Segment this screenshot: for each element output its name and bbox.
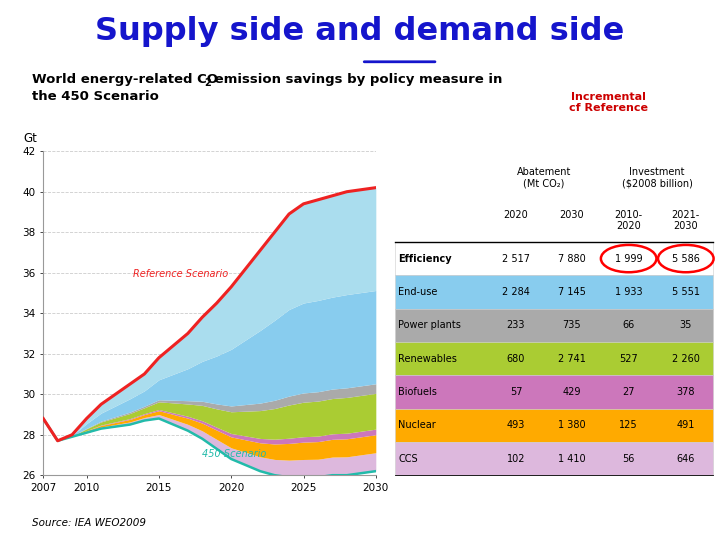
FancyBboxPatch shape: [395, 342, 713, 375]
Text: End-use: End-use: [398, 287, 438, 297]
Text: 125: 125: [619, 420, 638, 430]
Text: Power plants: Power plants: [398, 320, 462, 330]
Text: 2021-
2030: 2021- 2030: [672, 210, 700, 231]
Text: 429: 429: [562, 387, 581, 397]
Text: Efficiency: Efficiency: [398, 254, 452, 264]
Text: 2 517: 2 517: [502, 254, 530, 264]
Text: Abatement
(Mt CO₂): Abatement (Mt CO₂): [516, 167, 571, 189]
Text: 56: 56: [623, 454, 635, 463]
Text: 2020: 2020: [503, 210, 528, 220]
Text: 7 880: 7 880: [558, 254, 585, 264]
Text: 1 933: 1 933: [615, 287, 642, 297]
Text: 378: 378: [677, 387, 695, 397]
Text: 102: 102: [507, 454, 525, 463]
Text: 66: 66: [623, 320, 635, 330]
Text: Investment
($2008 billion): Investment ($2008 billion): [622, 167, 693, 189]
Text: 57: 57: [510, 387, 522, 397]
Text: 1 380: 1 380: [558, 420, 585, 430]
Text: 2 284: 2 284: [502, 287, 530, 297]
Text: 646: 646: [677, 454, 695, 463]
Text: Reference Scenario: Reference Scenario: [133, 269, 228, 279]
Text: 35: 35: [680, 320, 692, 330]
Text: CCS: CCS: [398, 454, 418, 463]
Text: 1 410: 1 410: [558, 454, 585, 463]
Text: 7 145: 7 145: [557, 287, 585, 297]
Text: Renewables: Renewables: [398, 354, 457, 363]
Text: 491: 491: [677, 420, 695, 430]
Text: emission savings by policy measure in: emission savings by policy measure in: [210, 73, 503, 86]
Text: 527: 527: [619, 354, 638, 363]
Text: Supply side and demand side: Supply side and demand side: [95, 16, 625, 47]
Text: Source: IEA WEO2009: Source: IEA WEO2009: [32, 518, 146, 529]
FancyBboxPatch shape: [395, 409, 713, 442]
Text: 27: 27: [622, 387, 635, 397]
Text: 735: 735: [562, 320, 581, 330]
Text: 450 Scenario: 450 Scenario: [202, 449, 266, 459]
Text: 2 260: 2 260: [672, 354, 700, 363]
FancyBboxPatch shape: [395, 275, 713, 308]
Text: Gt: Gt: [23, 132, 37, 145]
Text: World energy-related CO: World energy-related CO: [32, 73, 218, 86]
Text: 2: 2: [204, 78, 210, 88]
Text: Nuclear: Nuclear: [398, 420, 436, 430]
Text: 5 551: 5 551: [672, 287, 700, 297]
Text: 2 741: 2 741: [557, 354, 585, 363]
Text: 233: 233: [507, 320, 525, 330]
Text: Incremental
cf Reference: Incremental cf Reference: [569, 92, 648, 113]
Text: 680: 680: [507, 354, 525, 363]
FancyBboxPatch shape: [395, 308, 713, 342]
Text: the 450 Scenario: the 450 Scenario: [32, 90, 159, 103]
FancyBboxPatch shape: [395, 442, 713, 475]
FancyBboxPatch shape: [395, 375, 713, 409]
Text: Biofuels: Biofuels: [398, 387, 437, 397]
Text: 1 999: 1 999: [615, 254, 642, 264]
Text: 2030: 2030: [559, 210, 584, 220]
FancyBboxPatch shape: [395, 242, 713, 275]
Text: 5 586: 5 586: [672, 254, 700, 264]
Text: 2010-
2020: 2010- 2020: [615, 210, 643, 231]
Text: 493: 493: [507, 420, 525, 430]
